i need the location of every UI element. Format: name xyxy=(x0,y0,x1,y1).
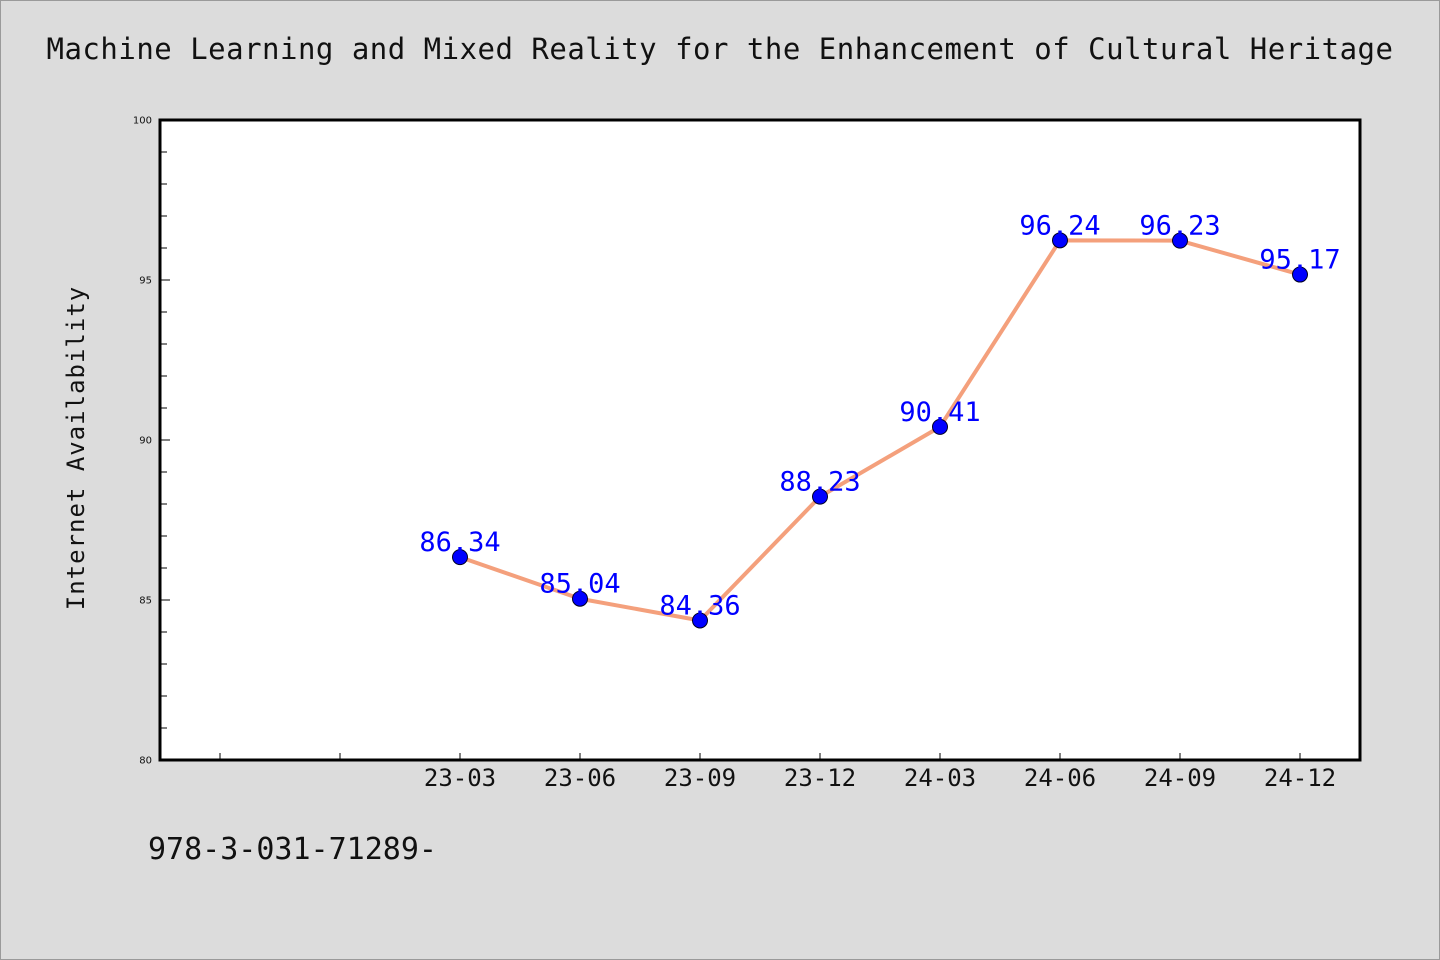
x-tick-label: 24-09 xyxy=(1144,764,1216,792)
y-tick-label: 80 xyxy=(139,756,152,767)
data-label: 96.24 xyxy=(1019,210,1100,241)
series-line xyxy=(459,238,1301,623)
y-tick-label: 95 xyxy=(139,276,152,287)
x-tick-label: 23-03 xyxy=(424,764,496,792)
data-point xyxy=(452,549,468,566)
y-tick-label: 90 xyxy=(139,436,152,447)
x-tick-label: 23-06 xyxy=(544,764,616,792)
data-point xyxy=(932,418,948,435)
data-label: 90.41 xyxy=(899,397,980,428)
plot-area xyxy=(158,118,1362,762)
x-tick-label: 24-03 xyxy=(904,764,976,792)
data-label: 95.17 xyxy=(1259,245,1340,276)
series-line-group xyxy=(459,238,1301,623)
data-point xyxy=(812,488,828,505)
y-axis: 80 85 90 95 100 xyxy=(133,116,170,767)
data-label: 96.23 xyxy=(1139,211,1220,242)
x-axis: 23-03 23-06 23-09 23-12 24-03 24-06 24-09 24-12 xyxy=(219,753,1336,792)
data-label: 86.34 xyxy=(419,527,500,558)
data-point xyxy=(1052,232,1068,249)
data-label: 85.04 xyxy=(539,569,620,600)
footer-code: 978-3-031-71289- xyxy=(148,832,437,867)
y-tick-label: 100 xyxy=(133,116,152,127)
data-label: 88.23 xyxy=(779,467,860,498)
x-tick-label: 23-09 xyxy=(664,764,736,792)
data-point xyxy=(692,612,708,629)
y-axis-title: Internet Availability xyxy=(62,286,90,610)
data-point xyxy=(572,590,588,607)
x-tick-label: 24-12 xyxy=(1264,764,1336,792)
data-labels: 86.34 85.04 84.36 88.23 90.41 96.24 96.23 95.17 xyxy=(419,210,1340,621)
data-point xyxy=(1292,266,1308,283)
x-tick-label: 23-12 xyxy=(784,764,856,792)
x-tick-label: 24-06 xyxy=(1024,764,1096,792)
series-markers xyxy=(452,232,1308,629)
data-label: 84.36 xyxy=(659,590,740,621)
chart-title: Machine Learning and Mixed Reality for t… xyxy=(46,32,1394,66)
data-point xyxy=(1172,232,1188,249)
y-tick-label: 85 xyxy=(139,596,152,607)
